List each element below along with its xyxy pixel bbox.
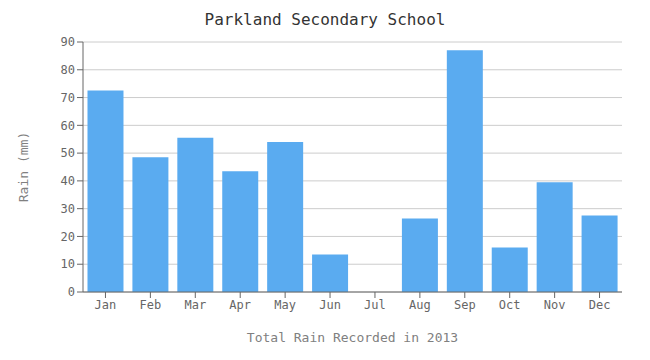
svg-text:40: 40	[61, 174, 75, 188]
svg-text:Sep: Sep	[454, 298, 476, 312]
svg-text:Oct: Oct	[499, 298, 521, 312]
svg-text:Aug: Aug	[409, 298, 431, 312]
svg-text:0: 0	[68, 285, 75, 299]
svg-text:Nov: Nov	[544, 298, 566, 312]
svg-text:Dec: Dec	[589, 298, 611, 312]
svg-text:Apr: Apr	[229, 298, 251, 312]
svg-text:20: 20	[61, 230, 75, 244]
svg-text:Total Rain Recorded in 2013: Total Rain Recorded in 2013	[247, 330, 458, 345]
svg-text:70: 70	[61, 91, 75, 105]
svg-text:Jan: Jan	[95, 298, 117, 312]
svg-text:80: 80	[61, 63, 75, 77]
svg-text:50: 50	[61, 146, 75, 160]
svg-text:Rain (mm): Rain (mm)	[16, 132, 31, 202]
svg-text:May: May	[274, 298, 296, 312]
svg-text:Jun: Jun	[319, 298, 341, 312]
svg-text:90: 90	[61, 35, 75, 49]
svg-text:60: 60	[61, 119, 75, 133]
svg-text:30: 30	[61, 202, 75, 216]
svg-text:Jul: Jul	[364, 298, 386, 312]
html-text:Parkland Secondary School: Parkland Secondary School	[204, 10, 446, 29]
svg-text:Feb: Feb	[140, 298, 162, 312]
svg-text:10: 10	[61, 257, 75, 271]
svg-text:Mar: Mar	[184, 298, 206, 312]
